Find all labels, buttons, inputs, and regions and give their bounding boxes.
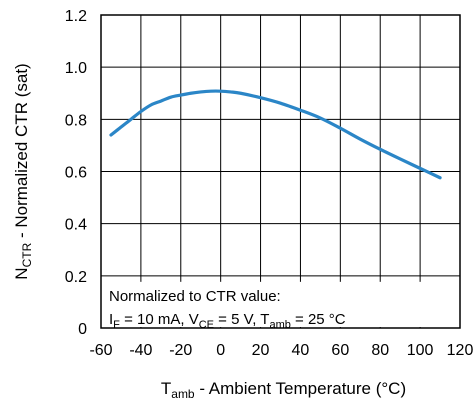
annotation-box — [102, 281, 441, 327]
x-tick-labels: -60 -40 -20 0 20 40 60 80 100 120 — [89, 342, 473, 359]
series-group — [109, 89, 442, 180]
x-tick-label: -60 — [89, 342, 112, 359]
series-line — [109, 89, 442, 180]
x-tick-label: 80 — [371, 342, 389, 359]
y-tick-label: 0.6 — [65, 165, 87, 182]
plot-frame — [100, 14, 461, 329]
y-tick-label: 0.4 — [65, 217, 87, 234]
annotation-line-2: IF = 10 mA, VCE = 5 V, Tamb = 25 °C — [109, 311, 346, 331]
x-axis-label: Tamb - Ambient Temperature (°C) — [161, 379, 406, 401]
x-tick-label: 100 — [407, 342, 434, 359]
y-tick-label: 0.8 — [65, 112, 87, 129]
x-tick-label: 20 — [252, 342, 270, 359]
x-tick-label: 60 — [331, 342, 349, 359]
x-tick-label: -40 — [129, 342, 152, 359]
x-tick-label: 120 — [447, 342, 474, 359]
x-tick-label: -20 — [169, 342, 192, 359]
y-tick-label: 0.2 — [65, 269, 87, 286]
annotation-background — [102, 281, 441, 327]
y-axis-label: NCTR - Normalized CTR (sat) — [12, 63, 34, 279]
annotation-line-1: Normalized to CTR value: — [109, 288, 281, 305]
y-tick-label: 1.0 — [65, 60, 87, 77]
annotation-text: Normalized to CTR value: IF = 10 mA, VCE … — [109, 288, 346, 331]
x-tick-label: 0 — [216, 342, 225, 359]
y-tick-label: 1.2 — [65, 8, 87, 25]
grid-lines — [101, 15, 460, 328]
y-tick-labels: 0 0.2 0.4 0.6 0.8 1.0 1.2 — [65, 8, 87, 338]
y-tick-label: 0 — [78, 321, 87, 338]
x-tick-label: 40 — [292, 342, 310, 359]
